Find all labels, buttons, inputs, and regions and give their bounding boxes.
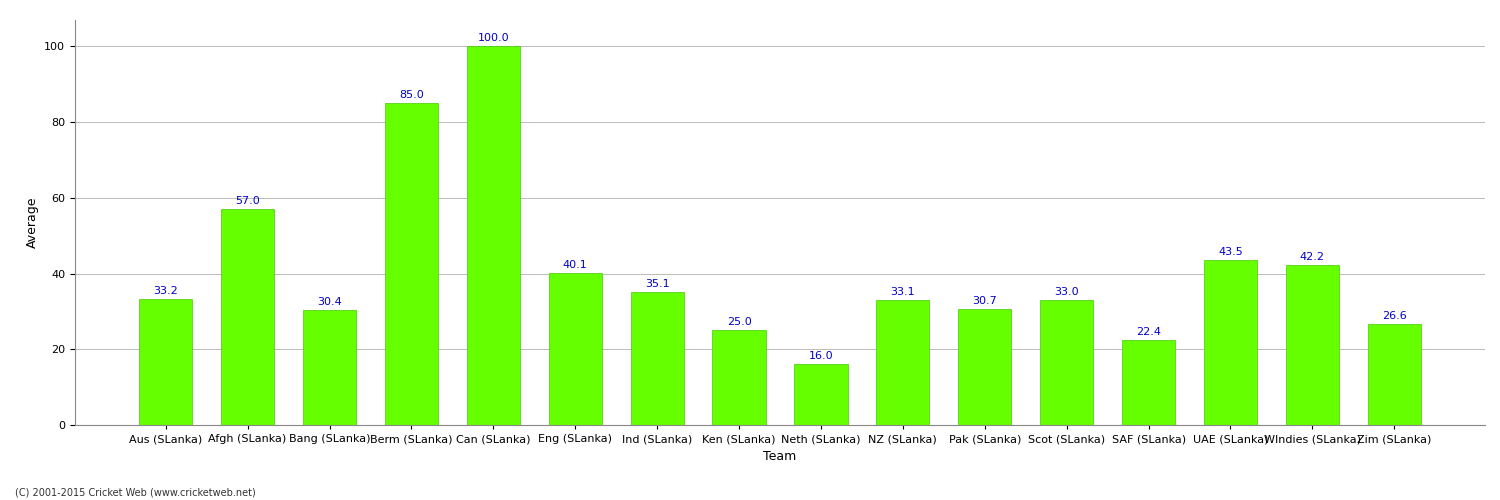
- Bar: [466, 46, 520, 425]
- Text: 43.5: 43.5: [1218, 248, 1243, 258]
- Text: (C) 2001-2015 Cricket Web (www.cricketweb.net): (C) 2001-2015 Cricket Web (www.cricketwe…: [15, 488, 255, 498]
- Text: 25.0: 25.0: [726, 318, 752, 328]
- Text: 30.4: 30.4: [316, 297, 342, 307]
- Y-axis label: Average: Average: [26, 196, 39, 248]
- Bar: [795, 364, 847, 425]
- Text: 22.4: 22.4: [1136, 327, 1161, 337]
- Bar: [958, 309, 1011, 425]
- Text: 30.7: 30.7: [972, 296, 998, 306]
- X-axis label: Team: Team: [764, 450, 796, 462]
- Text: 42.2: 42.2: [1300, 252, 1324, 262]
- Bar: [1204, 260, 1257, 425]
- Bar: [1122, 340, 1174, 425]
- Bar: [303, 310, 355, 425]
- Bar: [386, 104, 438, 425]
- Bar: [630, 292, 684, 425]
- Bar: [876, 300, 930, 425]
- Text: 85.0: 85.0: [399, 90, 424, 100]
- Text: 40.1: 40.1: [562, 260, 588, 270]
- Bar: [220, 210, 274, 425]
- Text: 16.0: 16.0: [808, 352, 834, 362]
- Bar: [1286, 266, 1340, 425]
- Text: 35.1: 35.1: [645, 279, 669, 289]
- Text: 57.0: 57.0: [236, 196, 260, 206]
- Text: 33.1: 33.1: [891, 286, 915, 296]
- Bar: [712, 330, 765, 425]
- Text: 100.0: 100.0: [477, 34, 508, 43]
- Text: 33.0: 33.0: [1054, 287, 1078, 297]
- Text: 26.6: 26.6: [1382, 312, 1407, 322]
- Text: 33.2: 33.2: [153, 286, 178, 296]
- Bar: [549, 273, 602, 425]
- Bar: [1040, 300, 1094, 425]
- Bar: [140, 300, 192, 425]
- Bar: [1368, 324, 1420, 425]
